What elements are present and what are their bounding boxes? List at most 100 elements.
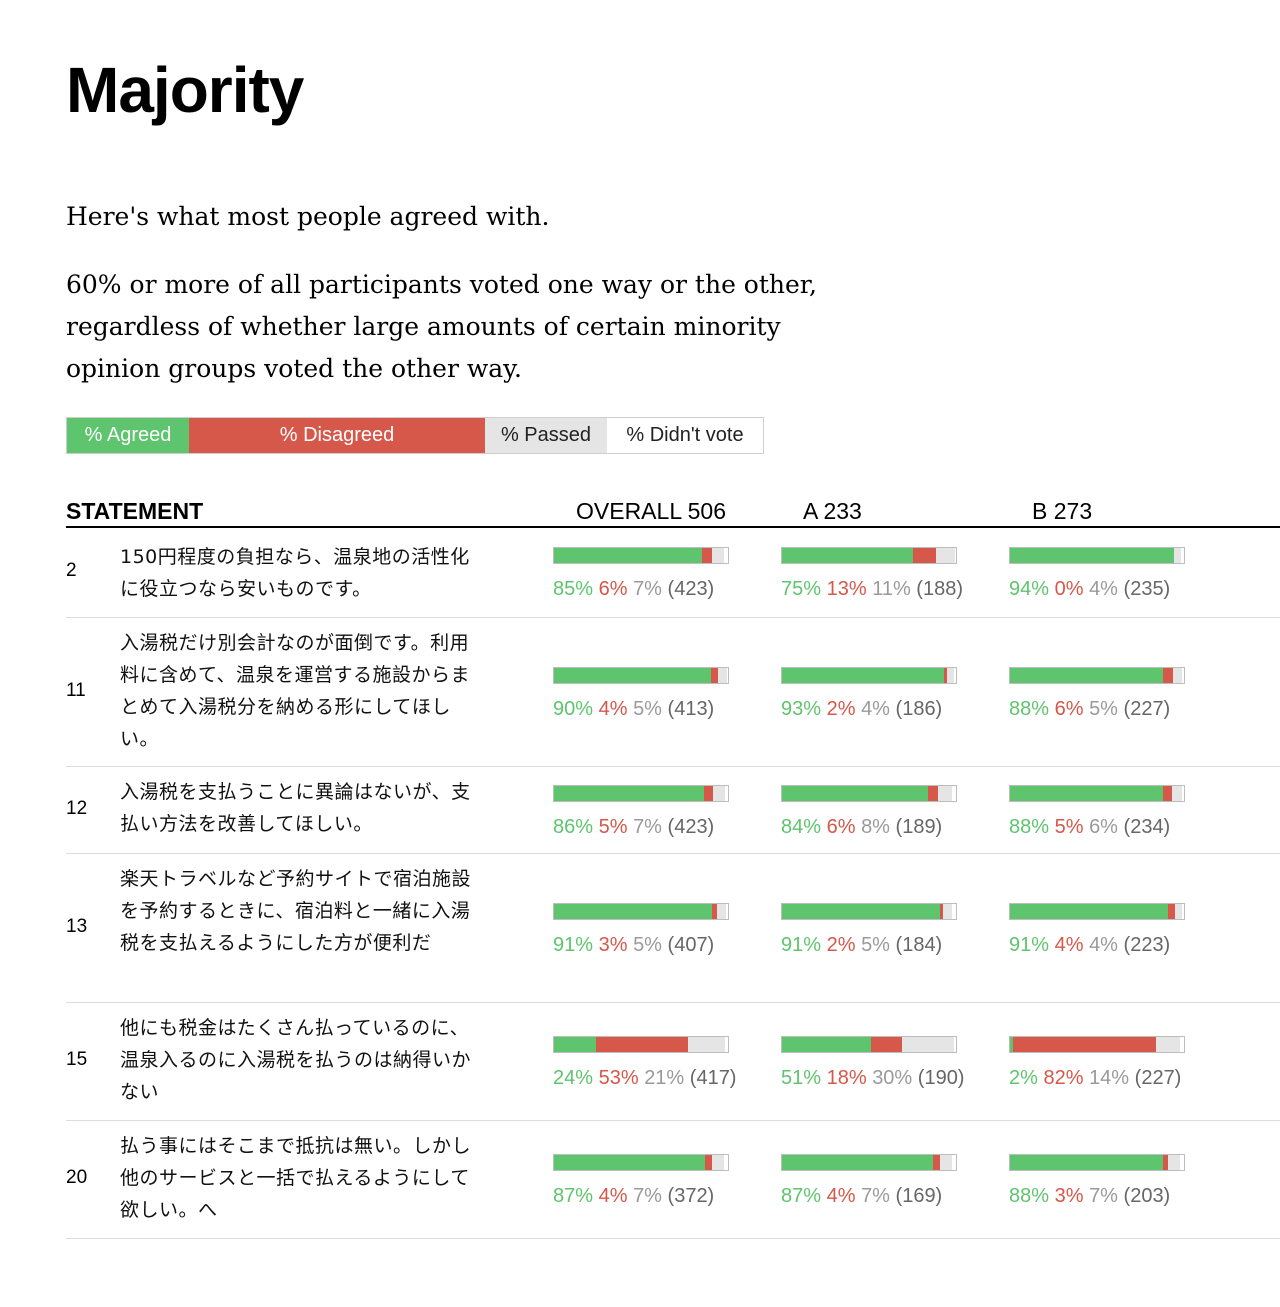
agree-percent: 84% bbox=[781, 815, 822, 838]
statement-text: 他にも税金はたくさん払っているのに、温泉入るのに入湯税を払うのは納得いかない bbox=[120, 1017, 472, 1103]
description-text: 60% or more of all participants voted on… bbox=[66, 270, 817, 383]
disagree-segment bbox=[712, 903, 717, 919]
statement-number: 13 bbox=[66, 915, 88, 937]
pass-percent: 4% bbox=[1089, 933, 1118, 956]
vote-bar bbox=[553, 1154, 729, 1171]
disagree-segment bbox=[913, 548, 936, 563]
statement-number: 12 bbox=[66, 797, 88, 819]
statement-row: 15 他にも税金はたくさん払っているのに、温泉入るのに入湯税を払うのは納得いかない… bbox=[66, 1002, 1280, 1121]
disagree-segment bbox=[1163, 785, 1172, 801]
overall-vote-result: 86% 5% 7% (423) bbox=[553, 784, 729, 839]
legend-disagreed: % Disagreed bbox=[189, 418, 485, 453]
pass-percent: 21% bbox=[644, 1067, 685, 1089]
vote-stats: 88% 6% 5% (227) bbox=[1009, 698, 1185, 721]
legend-passed: % Passed bbox=[485, 418, 607, 453]
vote-bar bbox=[781, 1036, 957, 1053]
statement-row: 13 楽天トラベルなど予約サイトで宿泊施設を予約するときに、宿泊料と一緒に入湯税を… bbox=[66, 853, 1280, 1003]
disagree-percent: 13% bbox=[826, 578, 867, 600]
overall-vote-result: 85% 6% 7% (423) bbox=[553, 547, 729, 601]
vote-count: (413) bbox=[667, 697, 715, 720]
agree-segment bbox=[782, 785, 928, 801]
disagree-segment bbox=[940, 903, 943, 919]
vote-stats: 87% 4% 7% (372) bbox=[553, 1185, 729, 1208]
vote-bar bbox=[1009, 784, 1185, 802]
disagree-percent: 5% bbox=[598, 815, 628, 838]
vote-bar bbox=[553, 902, 729, 920]
agree-percent: 90% bbox=[553, 697, 594, 720]
vote-count: (186) bbox=[895, 697, 943, 720]
pass-segment bbox=[1174, 548, 1181, 563]
vote-bar bbox=[1009, 547, 1185, 564]
agree-percent: 75% bbox=[781, 578, 822, 600]
disagree-segment bbox=[1168, 903, 1175, 919]
statement-number: 15 bbox=[66, 1049, 88, 1070]
pass-percent: 11% bbox=[872, 578, 911, 600]
statement-text: 入湯税を支払うことに異論はないが、支払い方法を改善してほしい。 bbox=[120, 781, 471, 835]
vote-stats: 91% 2% 5% (184) bbox=[781, 934, 957, 957]
pass-segment bbox=[938, 785, 952, 801]
agree-segment bbox=[1010, 667, 1163, 683]
agree-segment bbox=[554, 785, 704, 801]
agree-segment bbox=[554, 903, 712, 919]
pass-segment bbox=[688, 1037, 725, 1052]
vote-stats: 88% 5% 6% (234) bbox=[1009, 816, 1185, 839]
pass-percent: 7% bbox=[1089, 1185, 1118, 1207]
agree-percent: 94% bbox=[1009, 578, 1050, 600]
vote-stats: 90% 4% 5% (413) bbox=[553, 698, 729, 721]
vote-count: (417) bbox=[689, 1067, 737, 1089]
agree-percent: 87% bbox=[781, 1185, 822, 1207]
vote-bar bbox=[781, 902, 957, 920]
agree-segment bbox=[554, 1155, 705, 1170]
pass-percent: 5% bbox=[1089, 697, 1118, 720]
overall-vote-result: 90% 4% 5% (413) bbox=[553, 666, 729, 721]
pass-percent: 4% bbox=[861, 697, 890, 720]
group-a-vote-result: 91% 2% 5% (184) bbox=[781, 902, 957, 957]
group-a-vote-result: 84% 6% 8% (189) bbox=[781, 784, 957, 839]
agree-percent: 91% bbox=[781, 933, 822, 956]
disagree-segment bbox=[596, 1037, 688, 1052]
disagree-percent: 4% bbox=[598, 697, 628, 720]
vote-bar bbox=[781, 666, 957, 684]
vote-count: (372) bbox=[667, 1185, 715, 1207]
statement-text: 払う事にはそこまで抵抗は無い。しかし他のサービスと一括で払えるようにして欲しい。… bbox=[120, 1135, 472, 1221]
vote-count: (169) bbox=[895, 1185, 943, 1207]
vote-bar bbox=[553, 1036, 729, 1053]
pass-percent: 4% bbox=[1089, 578, 1118, 600]
pass-segment bbox=[943, 903, 952, 919]
vote-count: (234) bbox=[1123, 815, 1171, 838]
agree-segment bbox=[1010, 1155, 1163, 1170]
disagree-segment bbox=[1163, 1155, 1168, 1170]
group-a-vote-result: 93% 2% 4% (186) bbox=[781, 666, 957, 721]
disagree-segment bbox=[1163, 667, 1173, 683]
vote-count: (407) bbox=[667, 933, 715, 956]
agree-percent: 24% bbox=[553, 1067, 594, 1089]
vote-bar bbox=[1009, 1036, 1185, 1053]
vote-stats: 84% 6% 8% (189) bbox=[781, 816, 957, 839]
group-a-vote-result: 87% 4% 7% (169) bbox=[781, 1154, 957, 1208]
group-b-vote-result: 88% 5% 6% (234) bbox=[1009, 784, 1185, 839]
overall-column-header: OVERALL 506 bbox=[576, 498, 727, 524]
pass-segment bbox=[947, 667, 954, 683]
agree-percent: 88% bbox=[1009, 697, 1050, 720]
overall-vote-result: 91% 3% 5% (407) bbox=[553, 902, 729, 957]
disagree-segment bbox=[928, 785, 938, 801]
agree-percent: 88% bbox=[1009, 1185, 1050, 1207]
vote-stats: 2% 82% 14% (227) bbox=[1009, 1067, 1185, 1090]
agree-segment bbox=[782, 667, 944, 683]
statement-text: 150円程度の負担なら、温泉地の活性化に役立つなら安いものです。 bbox=[120, 546, 470, 600]
vote-legend: % Agreed % Disagreed % Passed % Didn't v… bbox=[66, 417, 764, 454]
pass-segment bbox=[1172, 785, 1182, 801]
vote-stats: 94% 0% 4% (235) bbox=[1009, 578, 1185, 601]
disagree-percent: 2% bbox=[826, 697, 856, 720]
disagree-segment bbox=[702, 548, 712, 563]
disagree-percent: 6% bbox=[598, 578, 628, 600]
agree-percent: 86% bbox=[553, 815, 594, 838]
disagree-percent: 4% bbox=[826, 1185, 856, 1207]
vote-bar bbox=[1009, 666, 1185, 684]
vote-stats: 88% 3% 7% (203) bbox=[1009, 1185, 1185, 1208]
statement-row: 20 払う事にはそこまで抵抗は無い。しかし他のサービスと一括で払えるようにして欲し… bbox=[66, 1120, 1280, 1239]
pass-segment bbox=[936, 548, 955, 563]
agree-percent: 91% bbox=[1009, 933, 1050, 956]
group-b-vote-result: 94% 0% 4% (235) bbox=[1009, 547, 1185, 601]
disagree-percent: 18% bbox=[826, 1067, 867, 1089]
